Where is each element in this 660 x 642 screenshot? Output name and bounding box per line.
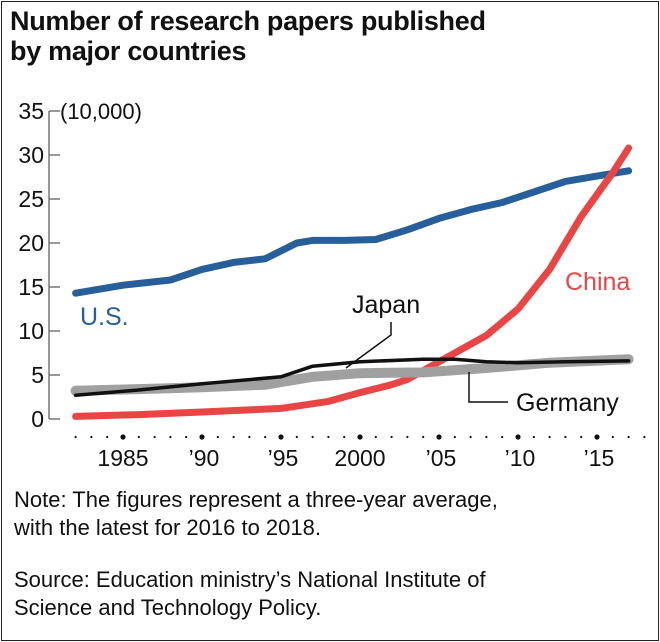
germany-leader-line <box>468 372 508 403</box>
note-line-2: with the latest for 2016 to 2018. <box>14 515 321 540</box>
x-minor-tick <box>264 435 267 439</box>
x-minor-tick <box>611 435 614 439</box>
chart-title: Number of research papers published by m… <box>10 6 486 66</box>
y-tick-label: 10 <box>18 318 44 344</box>
x-tick-label: 1985 <box>97 445 148 471</box>
x-minor-tick <box>422 435 425 439</box>
japan-leader-line <box>345 322 392 369</box>
series-line-china <box>72 144 633 420</box>
x-major-tick <box>515 434 521 440</box>
x-minor-tick <box>137 435 140 439</box>
x-major-tick <box>199 434 205 440</box>
title-line-2: by major countries <box>10 36 247 66</box>
x-minor-tick <box>248 435 251 439</box>
y-tick-label: 35 <box>18 98 44 124</box>
x-minor-tick <box>548 435 551 439</box>
x-tick-label: ’05 <box>426 445 457 471</box>
x-major-tick <box>120 434 126 440</box>
legend-label-germany: Germany <box>516 389 619 417</box>
y-tick-label: 20 <box>18 230 44 256</box>
x-minor-tick <box>406 435 409 439</box>
x-minor-tick <box>627 435 630 439</box>
x-minor-tick <box>311 435 314 439</box>
x-tick-label: ’10 <box>505 445 536 471</box>
x-minor-tick <box>216 435 219 439</box>
x-minor-tick <box>485 435 488 439</box>
note-line-1: Note: The figures represent a three-year… <box>14 487 498 512</box>
x-major-tick <box>357 434 363 440</box>
x-minor-tick <box>295 435 298 439</box>
x-tick-label: ’90 <box>189 445 220 471</box>
title-line-1: Number of research papers published <box>10 6 486 36</box>
x-minor-tick <box>580 435 583 439</box>
source-line-1: Source: Education ministry’s National In… <box>14 567 486 592</box>
x-major-tick <box>436 434 442 440</box>
x-minor-tick <box>532 435 535 439</box>
x-tick-label: ’15 <box>584 445 615 471</box>
y-tick-label: 30 <box>18 142 44 168</box>
series-line-us <box>72 167 633 297</box>
y-tick-label: 25 <box>18 186 44 212</box>
source-line-2: Science and Technology Policy. <box>14 595 322 620</box>
x-minor-tick <box>185 435 188 439</box>
x-minor-tick <box>327 435 330 439</box>
x-major-tick <box>594 434 600 440</box>
legend-label-us: U.S. <box>80 303 129 331</box>
x-minor-tick <box>469 435 472 439</box>
x-tick-label: ’95 <box>268 445 299 471</box>
legend-label-china: China <box>565 268 630 296</box>
x-minor-tick <box>453 435 456 439</box>
unit-label: (10,000) <box>60 99 142 124</box>
x-minor-tick <box>501 435 504 439</box>
series-line-japan <box>73 357 631 397</box>
x-minor-tick <box>90 435 93 439</box>
x-minor-tick <box>564 435 567 439</box>
y-tick-label: 15 <box>18 274 44 300</box>
x-minor-tick <box>74 435 77 439</box>
y-tick-label: 0 <box>31 406 44 432</box>
x-minor-tick <box>153 435 156 439</box>
source: Source: Education ministry’s National In… <box>14 566 486 622</box>
x-minor-tick <box>106 435 109 439</box>
x-minor-tick <box>643 435 646 439</box>
note: Note: The figures represent a three-year… <box>14 486 498 542</box>
x-minor-tick <box>169 435 172 439</box>
legend-label-japan: Japan <box>352 291 420 319</box>
x-minor-tick <box>390 435 393 439</box>
x-minor-tick <box>374 435 377 439</box>
x-minor-tick <box>343 435 346 439</box>
y-tick-label: 5 <box>31 362 44 388</box>
x-tick-label: 2000 <box>334 445 385 471</box>
x-major-tick <box>278 434 284 440</box>
x-minor-tick <box>232 435 235 439</box>
